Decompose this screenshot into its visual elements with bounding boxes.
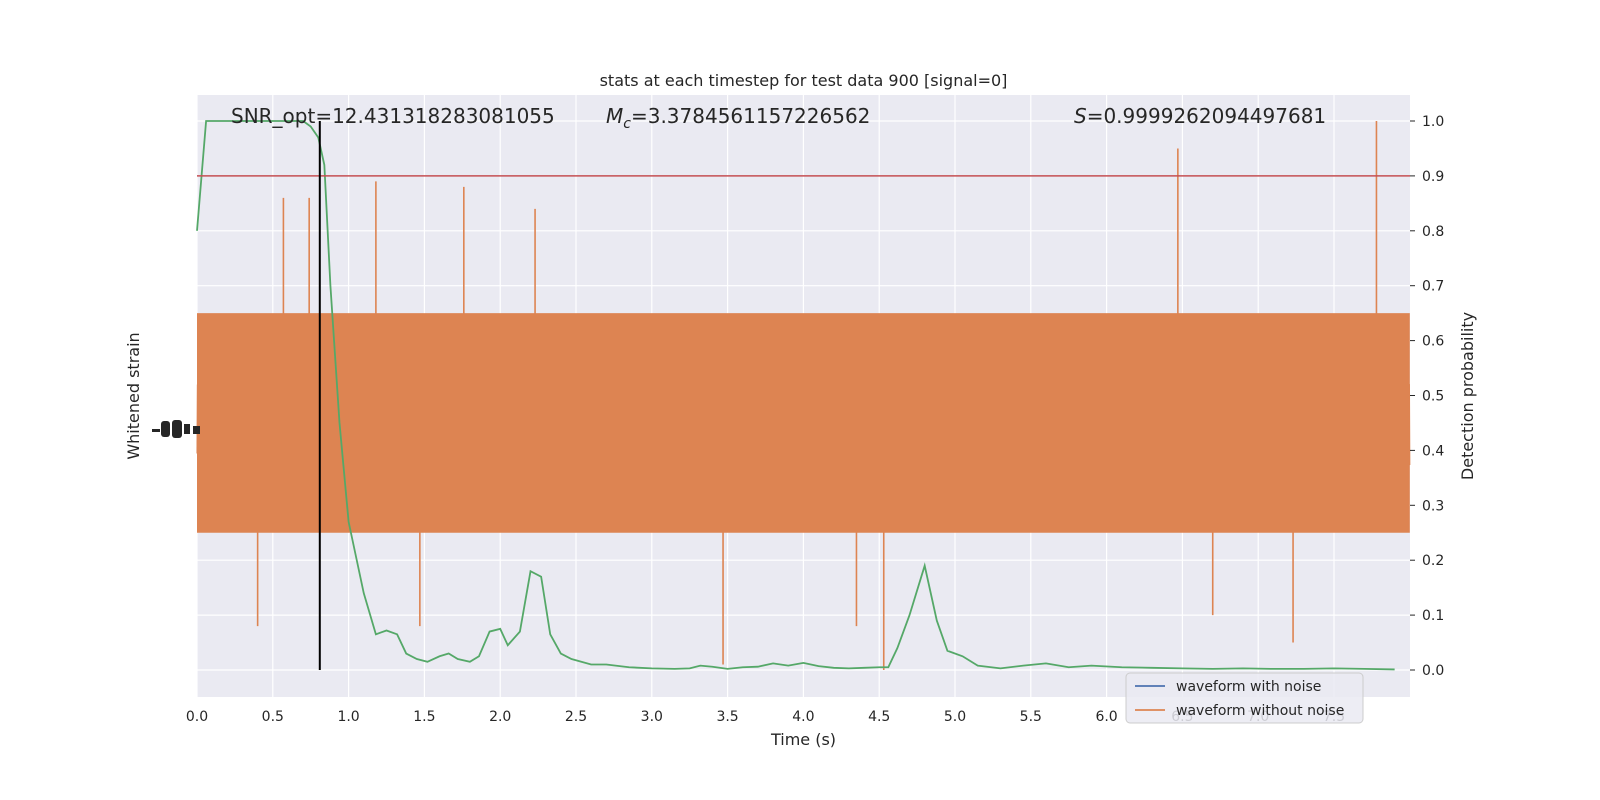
detection-probability-line bbox=[196, 120, 1395, 671]
series-waveform-without-noise bbox=[196, 121, 1411, 670]
legend-box bbox=[1125, 672, 1364, 724]
annotation-chirp-mass-value: =3.3784561157226562 bbox=[631, 104, 870, 128]
reference-lines bbox=[197, 121, 1410, 670]
annotation-statistic-value: =0.9999262094497681 bbox=[1087, 104, 1326, 128]
left-axis-overlapping-ticks bbox=[152, 420, 200, 438]
annotation-statistic-symbol: S bbox=[1074, 104, 1087, 128]
y-axis-label-left: Whitened strain bbox=[124, 332, 143, 459]
series-detection-probability bbox=[196, 120, 1395, 671]
x-tick-label: 3.0 bbox=[641, 709, 663, 725]
x-axis-label: Time (s) bbox=[770, 730, 836, 749]
x-tick-label: 4.5 bbox=[868, 709, 890, 725]
left-tick-smudge bbox=[172, 420, 182, 438]
y-tick-label: 0.1 bbox=[1422, 608, 1444, 624]
x-tick-label: 5.0 bbox=[944, 709, 966, 725]
left-tick-smudge bbox=[193, 426, 200, 434]
y-axis-label-right: Detection probability bbox=[1458, 312, 1477, 480]
x-tick-label: 3.5 bbox=[716, 709, 738, 725]
left-tick-smudge bbox=[184, 424, 190, 434]
waveform-without-noise-core bbox=[197, 313, 1410, 533]
y-tick-label: 0.5 bbox=[1422, 389, 1444, 405]
x-tick-label: 2.5 bbox=[565, 709, 587, 725]
y-tick-label: 0.7 bbox=[1422, 279, 1444, 295]
chart-title: stats at each timestep for test data 900… bbox=[600, 71, 1008, 90]
x-tick-label: 4.0 bbox=[792, 709, 814, 725]
legend: waveform with noise waveform without noi… bbox=[1125, 672, 1364, 724]
x-tick-label: 5.5 bbox=[1020, 709, 1042, 725]
x-tick-label: 2.0 bbox=[489, 709, 511, 725]
x-tick-label: 1.0 bbox=[337, 709, 359, 725]
y-tick-label: 0.9 bbox=[1422, 169, 1444, 185]
y-tick-label: 0.3 bbox=[1422, 498, 1444, 514]
x-tick-label: 6.0 bbox=[1095, 709, 1117, 725]
annotation-chirp-mass: Mc=3.3784561157226562 bbox=[606, 104, 870, 132]
y-tick-label: 0.6 bbox=[1422, 334, 1444, 350]
annotation-chirp-mass-symbol: M bbox=[606, 104, 623, 128]
annotation-statistic: S=0.9999262094497681 bbox=[1074, 104, 1326, 128]
x-tick-label: 0.5 bbox=[262, 709, 284, 725]
x-tick-label: 1.5 bbox=[413, 709, 435, 725]
y-tick-label: 0.2 bbox=[1422, 553, 1444, 569]
x-tick-label: 0.0 bbox=[186, 709, 208, 725]
annotation-chirp-mass-sub: c bbox=[623, 116, 631, 132]
legend-label-waveform-with-noise: waveform with noise bbox=[1176, 679, 1321, 695]
y-tick-label: 0.4 bbox=[1422, 443, 1444, 459]
left-tick-smudge bbox=[152, 429, 160, 432]
left-tick-smudge bbox=[161, 421, 170, 437]
annotation-snr: SNR_opt=12.431318283081055 bbox=[231, 104, 555, 128]
y-tick-label: 1.0 bbox=[1422, 114, 1444, 130]
y-tick-label: 0.8 bbox=[1422, 224, 1444, 240]
legend-label-waveform-without-noise: waveform without noise bbox=[1176, 703, 1344, 719]
y-tick-label: 0.0 bbox=[1422, 663, 1444, 679]
